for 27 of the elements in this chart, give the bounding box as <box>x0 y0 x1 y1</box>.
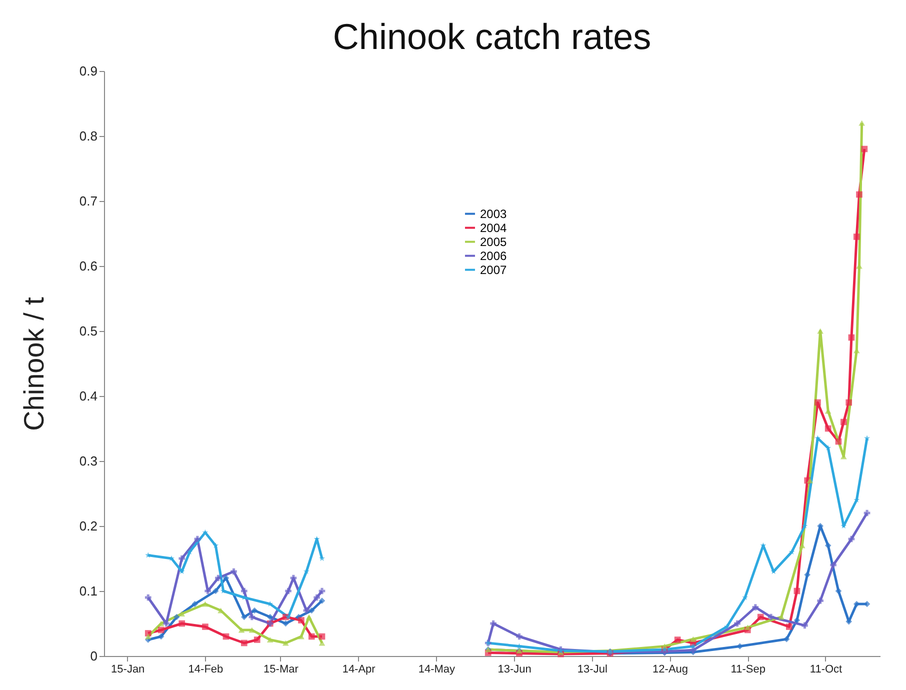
legend-label: 2007 <box>480 262 508 277</box>
y-tick-label: 0.6 <box>79 258 98 274</box>
y-tick-label: 0.8 <box>79 128 98 144</box>
y-tick-label: 0.9 <box>79 64 98 78</box>
x-tick-label: 13-Jul <box>577 664 608 676</box>
x-tick-label: 13-Jun <box>498 664 532 676</box>
legend-label: 2006 <box>480 248 508 263</box>
legend-label: 2004 <box>480 220 508 235</box>
y-tick-label: 0.4 <box>79 388 98 404</box>
x-tick-label: 14-Feb <box>188 664 224 676</box>
y-tick-label: 0.7 <box>79 194 98 208</box>
x-tick-label: 12-Aug <box>652 664 688 676</box>
y-axis-title: Chinook / t <box>18 296 50 431</box>
legend-label: 2005 <box>480 234 508 249</box>
y-tick-label: 0.5 <box>79 324 98 338</box>
y-tick-label: 0.3 <box>79 454 98 468</box>
x-tick-label: 15-Mar <box>264 664 299 676</box>
legend-label: 2003 <box>480 206 508 221</box>
y-tick-label: 0.2 <box>79 518 98 534</box>
x-tick-label: 14-Apr <box>342 664 376 676</box>
x-tick-label: 15-Jan <box>111 664 145 676</box>
chart-title: Chinook catch rates <box>332 16 652 57</box>
x-tick-label: 14-May <box>418 664 456 676</box>
x-tick-label: 11-Oct <box>810 664 842 676</box>
x-tick-label: 11-Sep <box>730 664 766 676</box>
y-tick-label: 0 <box>90 648 98 664</box>
y-tick-label: 0.1 <box>79 584 98 598</box>
